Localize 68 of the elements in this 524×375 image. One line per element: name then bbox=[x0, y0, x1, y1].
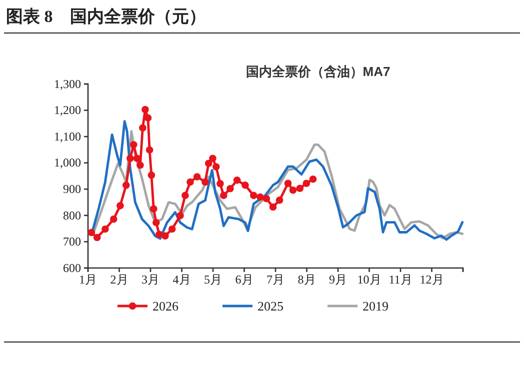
point bbox=[220, 192, 228, 200]
point bbox=[110, 215, 118, 223]
x-tick-label: 4月 bbox=[172, 272, 191, 287]
point bbox=[284, 180, 292, 188]
point bbox=[193, 173, 201, 180]
y-tick-label: 900 bbox=[63, 182, 81, 196]
point bbox=[146, 146, 154, 154]
y-tick-label: 1,300 bbox=[54, 76, 81, 91]
point bbox=[269, 203, 277, 211]
point bbox=[302, 180, 310, 188]
point bbox=[209, 154, 216, 162]
point bbox=[262, 194, 270, 202]
point bbox=[136, 162, 144, 169]
point bbox=[142, 106, 149, 114]
chart-subtitle: 国内全票价（含油）MA7 bbox=[246, 64, 390, 79]
point bbox=[202, 178, 209, 186]
point bbox=[148, 172, 156, 179]
point bbox=[216, 180, 224, 188]
point bbox=[182, 192, 189, 200]
point bbox=[116, 202, 124, 210]
point bbox=[168, 225, 176, 233]
point bbox=[150, 205, 158, 213]
x-tick-label: 5月 bbox=[204, 272, 222, 287]
point bbox=[126, 154, 134, 162]
x-tick-label: 11月 bbox=[388, 272, 412, 287]
x-tick-label: 6月 bbox=[235, 272, 254, 287]
point bbox=[276, 196, 284, 204]
point bbox=[233, 176, 241, 184]
point bbox=[256, 193, 264, 201]
legend-label: 2026 bbox=[152, 298, 179, 314]
y-tick-label: 600 bbox=[63, 260, 81, 275]
x-tick-label: 3月 bbox=[142, 272, 160, 287]
x-tick-label: 12月 bbox=[420, 272, 444, 287]
point bbox=[242, 182, 249, 189]
point bbox=[204, 160, 212, 168]
point bbox=[296, 184, 304, 192]
legend-label: 2019 bbox=[362, 298, 388, 314]
point bbox=[144, 114, 152, 122]
x-tick-label: 1月 bbox=[79, 272, 97, 287]
x-tick-label: 10月 bbox=[357, 272, 382, 287]
point bbox=[226, 184, 234, 192]
y-tick-label: 1,000 bbox=[54, 156, 81, 170]
point bbox=[88, 228, 96, 236]
point bbox=[152, 218, 160, 226]
point bbox=[93, 234, 101, 242]
point bbox=[156, 230, 163, 238]
chart-title: 图表 8 国内全票价（元） bbox=[6, 7, 206, 26]
y-tick-label: 1,100 bbox=[54, 129, 81, 144]
y-tick-label: 800 bbox=[63, 208, 81, 222]
x-tick-label: 9月 bbox=[329, 272, 347, 287]
point bbox=[139, 124, 146, 132]
x-tick-label: 2月 bbox=[110, 272, 128, 287]
point bbox=[133, 154, 141, 162]
point bbox=[250, 192, 258, 200]
y-tick-label: 1,200 bbox=[54, 103, 81, 118]
y-tick-label: 700 bbox=[63, 234, 81, 249]
point bbox=[122, 182, 130, 189]
point bbox=[102, 225, 109, 233]
point bbox=[130, 141, 138, 148]
x-tick-label: 7月 bbox=[266, 272, 284, 287]
legend-label: 2025 bbox=[258, 298, 284, 314]
point bbox=[162, 232, 169, 240]
point bbox=[309, 176, 317, 183]
x-tick-label: 8月 bbox=[298, 272, 316, 287]
point bbox=[186, 178, 194, 186]
point bbox=[176, 212, 184, 220]
point bbox=[289, 186, 297, 194]
point bbox=[212, 163, 220, 170]
